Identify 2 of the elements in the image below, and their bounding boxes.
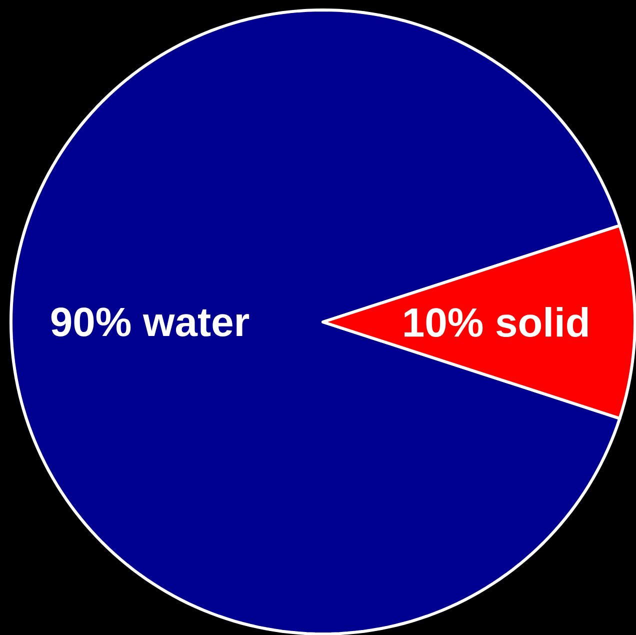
slice-label: 90% water — [51, 308, 250, 336]
slice-label: 10% solid — [404, 306, 588, 337]
